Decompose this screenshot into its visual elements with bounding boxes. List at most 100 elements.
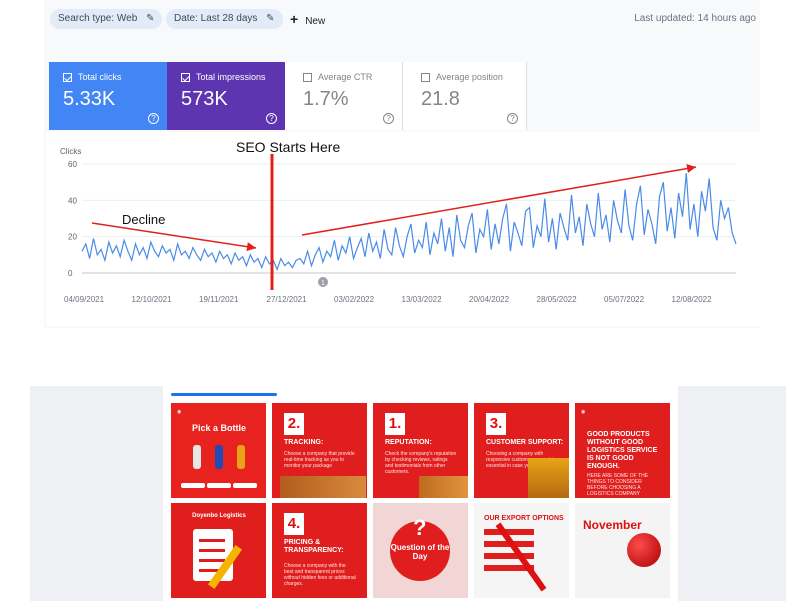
y-tick-label: 0 <box>68 269 73 278</box>
tile-heading: OUR EXPORT OPTIONS <box>484 515 564 522</box>
tile-number: 1. <box>385 413 405 435</box>
clicks-line-chart-svg: Clicks 0 20 40 60 04/09/2021 12/10/2021 19/11/2… <box>60 139 737 304</box>
post-tile-export-options[interactable]: OUR EXPORT OPTIONS <box>474 503 569 598</box>
average-position-label: Average position <box>436 72 503 82</box>
tile-body: Choosing a company with responsive custo… <box>486 451 558 469</box>
post-tile-tracking[interactable]: 2. TRACKING: Choose a company that provi… <box>272 403 367 498</box>
search-type-filter-chip[interactable]: Search type: Web ✎ <box>50 9 163 29</box>
clicks-chart: Clicks 0 20 40 60 04/09/2021 12/10/2021 19/11/2… <box>46 132 760 326</box>
search-type-label: Search type: Web <box>58 13 138 24</box>
x-tick-label: 12/08/2022 <box>672 295 713 304</box>
post-tile-november[interactable]: November <box>575 503 670 598</box>
total-impressions-value: 573K <box>181 88 228 110</box>
annotation-marker <box>318 277 328 287</box>
post-tile-doyenbo-logistics[interactable]: Doyenbo Logistics <box>171 503 266 598</box>
metric-cards: Total clicks 5.33K ? Total impressions 5… <box>49 62 527 130</box>
filter-bar: Search type: Web ✎ Date: Last 28 days ✎ … <box>44 6 760 32</box>
y-tick-label: 40 <box>68 196 77 205</box>
tile-heading: CUSTOMER SUPPORT: <box>486 439 564 446</box>
plus-icon: + <box>290 11 299 27</box>
post-tile-reputation[interactable]: 1. REPUTATION: Check the company's reput… <box>373 403 468 498</box>
tile-heading: GOOD PRODUCTS WITHOUT GOOD LOGISTICS SER… <box>587 431 658 470</box>
decline-arrow <box>91 222 257 252</box>
shipping-container-image <box>528 458 569 498</box>
option-row <box>484 529 534 535</box>
price-tag <box>233 483 257 488</box>
checkbox-checked-icon[interactable] <box>63 72 72 82</box>
clicks-series-line <box>81 173 737 272</box>
x-tick-label: 13/03/2022 <box>402 295 443 304</box>
option-row <box>484 553 534 559</box>
total-clicks-value: 5.33K <box>63 88 116 110</box>
clipboard-image <box>193 529 233 581</box>
edit-pencil-icon: ✎ <box>266 13 275 24</box>
tile-title: Pick a Bottle <box>191 423 247 433</box>
option-row <box>484 565 534 571</box>
bottle-image <box>237 445 245 469</box>
average-ctr-card[interactable]: Average CTR 1.7% ? <box>289 62 403 130</box>
checkbox-unchecked-icon[interactable] <box>421 72 430 82</box>
post-tile-question-of-the-day[interactable]: ? Question of the Day <box>373 503 468 598</box>
average-position-card[interactable]: Average position 21.8 ? <box>407 62 527 130</box>
new-label: New <box>305 16 326 27</box>
edit-pencil-icon: ✎ <box>146 13 155 24</box>
question-bubble <box>390 521 450 581</box>
price-tag <box>207 483 231 488</box>
tile-body: HERE ARE SOME OF THE THINGS TO CONSIDER … <box>587 473 649 497</box>
y-tick-label: 20 <box>68 233 77 242</box>
tile-body: Check the company's reputation by checki… <box>385 451 457 475</box>
cardboard-boxes-image <box>419 476 468 498</box>
growth-arrow <box>301 164 697 236</box>
brand-logo-icon: ◉ <box>177 409 182 415</box>
x-tick-label: 27/12/2021 <box>267 295 308 304</box>
average-ctr-value: 1.7% <box>303 88 349 110</box>
question-mark-icon: ? <box>413 515 427 540</box>
active-tab-indicator <box>171 393 277 396</box>
bottle-image <box>215 445 223 469</box>
average-position-value: 21.8 <box>421 88 460 110</box>
instagram-grid: ◉ Pick a Bottle 2. TRACKING: Choose a co… <box>163 386 678 601</box>
tile-title: Question of the Day <box>390 543 450 561</box>
tile-heading: November <box>583 518 642 532</box>
help-icon[interactable]: ? <box>507 113 518 124</box>
brand-logo-icon: ◉ <box>581 409 586 415</box>
tile-body: Choose a company that provide real-time … <box>284 451 355 469</box>
tile-number: 2. <box>284 413 304 435</box>
checkbox-checked-icon[interactable] <box>181 72 190 82</box>
total-clicks-label: Total clicks <box>78 72 122 82</box>
x-tick-label: 20/04/2022 <box>469 295 510 304</box>
post-tile-pricing[interactable]: 4. PRICING & TRANSPARENCY: Choose a comp… <box>272 503 367 598</box>
last-updated-text: Last updated: 14 hours ago <box>634 13 756 24</box>
average-ctr-label: Average CTR <box>318 72 373 82</box>
help-icon[interactable]: ? <box>266 113 277 124</box>
bottle-image <box>193 445 201 469</box>
x-tick-label: 04/09/2021 <box>64 295 105 304</box>
tile-title: Doyenbo Logistics <box>192 513 246 519</box>
post-tile-pick-a-bottle[interactable]: ◉ Pick a Bottle <box>171 403 266 498</box>
post-tile-customer-support[interactable]: 3. CUSTOMER SUPPORT: Choosing a company … <box>474 403 569 498</box>
help-icon[interactable]: ? <box>383 113 394 124</box>
globe-image <box>627 533 661 567</box>
tile-body: Choose a company with the best and trans… <box>284 563 356 587</box>
search-console-panel: Search type: Web ✎ Date: Last 28 days ✎ … <box>44 0 760 328</box>
decline-annotation: Decline <box>122 212 165 227</box>
checkbox-unchecked-icon[interactable] <box>303 72 312 82</box>
total-impressions-card[interactable]: Total impressions 573K ? <box>167 62 285 130</box>
total-clicks-card[interactable]: Total clicks 5.33K ? <box>49 62 167 130</box>
y-tick-label: 60 <box>68 160 77 169</box>
cardboard-boxes-image <box>280 476 366 498</box>
tile-heading: REPUTATION: <box>385 439 432 446</box>
date-filter-chip[interactable]: Date: Last 28 days ✎ <box>166 9 283 29</box>
annotation-marker-label: 1 <box>321 280 325 287</box>
seo-start-annotation: SEO Starts Here <box>236 139 340 155</box>
x-tick-label: 28/05/2022 <box>537 295 578 304</box>
help-icon[interactable]: ? <box>148 113 159 124</box>
new-filter-button[interactable]: + New <box>290 9 325 29</box>
portfolio-section: ◉ Pick a Bottle 2. TRACKING: Choose a co… <box>30 386 786 601</box>
post-tile-good-products[interactable]: ◉ GOOD PRODUCTS WITHOUT GOOD LOGISTICS S… <box>575 403 670 498</box>
tile-number: 3. <box>486 413 506 435</box>
x-tick-label: 12/10/2021 <box>132 295 173 304</box>
total-impressions-label: Total impressions <box>196 72 266 82</box>
tile-heading: PRICING & TRANSPARENCY: <box>284 539 344 554</box>
tile-number: 4. <box>284 513 304 535</box>
